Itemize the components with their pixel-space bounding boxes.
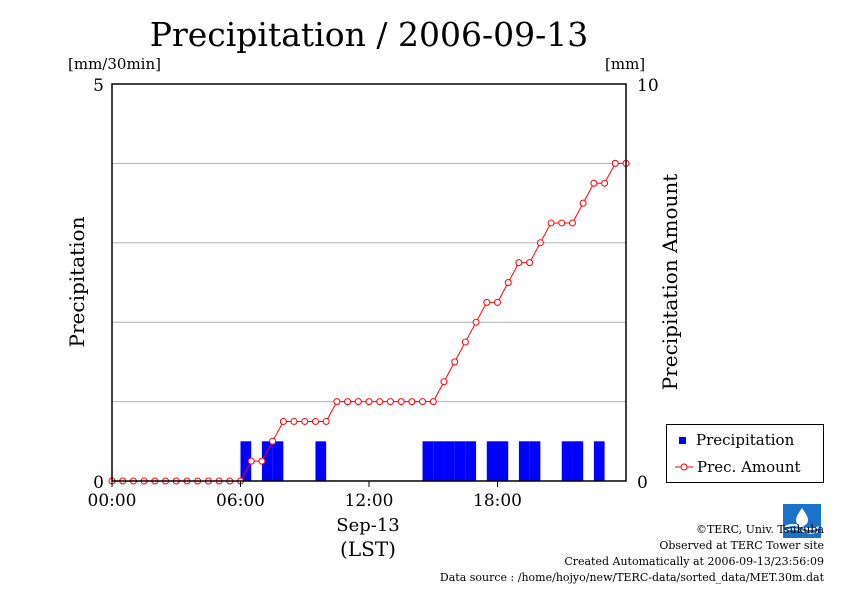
- y-right-tick-label: 10: [637, 76, 659, 96]
- precip-bar: [422, 441, 434, 481]
- precip-bar: [433, 441, 444, 481]
- x-date-label: Sep-13: [336, 515, 400, 536]
- logo-label: TERC: [794, 532, 810, 539]
- amount-point: [365, 398, 373, 406]
- precip-bar: [593, 441, 605, 481]
- credit-observed: Observed at TERC Tower site: [659, 539, 824, 552]
- precip-bar: [261, 441, 273, 481]
- amount-point: [558, 219, 566, 227]
- amount-point: [290, 417, 298, 425]
- amount-point: [461, 338, 469, 346]
- precip-bar: [272, 441, 284, 481]
- amount-point: [601, 179, 609, 187]
- x-tick-label: 06:00: [216, 491, 265, 511]
- credit-copyright: ©TERC, Univ. Tsukuba: [695, 523, 824, 536]
- chart-title: Precipitation / 2006-09-13: [150, 15, 588, 54]
- amount-point: [311, 417, 319, 425]
- amount-point: [279, 417, 287, 425]
- amount-point: [536, 239, 544, 247]
- amount-point: [419, 398, 427, 406]
- amount-point: [494, 298, 501, 306]
- legend-bar-marker-icon: [679, 436, 686, 444]
- legend-item-precipitation: Precipitation: [675, 429, 794, 451]
- right-unit-label: [mm]: [605, 55, 645, 73]
- precip-bar: [561, 441, 573, 481]
- amount-point: [472, 318, 480, 326]
- amount-point: [386, 398, 394, 406]
- amount-point: [408, 398, 416, 406]
- legend-line-marker-icon: [675, 463, 693, 471]
- legend: Precipitation Prec. Amount: [666, 424, 824, 483]
- x-unit-label: (LST): [340, 537, 396, 561]
- y-left-axis-label: Precipitation: [65, 216, 89, 347]
- y-left-tick-label: 0: [93, 473, 104, 493]
- y-right-axis-label: Precipitation Amount: [658, 174, 682, 391]
- amount-point: [590, 179, 598, 187]
- y-right-tick-label: 0: [637, 473, 648, 493]
- amount-point: [269, 437, 277, 445]
- amount-point: [515, 259, 523, 267]
- amount-point: [333, 398, 341, 406]
- precip-bar: [497, 441, 509, 481]
- terc-logo-icon: [783, 504, 821, 538]
- precip-bar: [465, 441, 477, 481]
- plot-area: 0 5 0 10 00:00 06:00 12:00 18:00: [88, 76, 659, 511]
- precip-bar: [572, 441, 584, 481]
- amount-point: [440, 378, 448, 386]
- precip-bar: [315, 441, 327, 481]
- x-tick-label: 18:00: [473, 491, 522, 511]
- amount-point: [579, 199, 587, 207]
- precip-bar: [518, 441, 530, 481]
- credit-source: Data source : /home/hojyo/new/TERC-data/…: [439, 571, 824, 584]
- amount-point: [429, 398, 437, 406]
- precip-bar: [486, 441, 498, 481]
- amount-point: [397, 398, 405, 406]
- y-left-tick-label: 5: [93, 76, 104, 96]
- amount-point: [483, 298, 491, 306]
- amount-point: [568, 219, 576, 227]
- amount-point: [526, 259, 534, 267]
- credit-created: Created Automatically at 2006-09-13/23:5…: [564, 555, 824, 568]
- amount-point: [258, 457, 266, 465]
- legend-label-prec-amount: Prec. Amount: [697, 458, 801, 476]
- x-tick-label: 12:00: [345, 491, 394, 511]
- plot-frame: [111, 83, 627, 482]
- amount-point: [354, 398, 362, 406]
- precip-bar: [240, 441, 252, 481]
- amount-point: [611, 159, 619, 167]
- amount-point: [301, 417, 309, 425]
- left-unit-label: [mm/30min]: [68, 55, 161, 73]
- amount-point: [376, 398, 384, 406]
- legend-item-prec-amount: Prec. Amount: [675, 456, 801, 478]
- amount-point: [247, 457, 255, 465]
- precip-bar: [454, 441, 466, 481]
- amount-point: [547, 219, 555, 227]
- legend-label-precipitation: Precipitation: [696, 431, 795, 449]
- amount-point: [504, 279, 512, 286]
- precip-bar: [529, 441, 541, 481]
- amount-point: [344, 398, 352, 406]
- x-tick-label: 00:00: [88, 491, 137, 511]
- amount-point: [451, 358, 459, 366]
- precip-bar: [443, 441, 455, 481]
- amount-point: [322, 417, 330, 425]
